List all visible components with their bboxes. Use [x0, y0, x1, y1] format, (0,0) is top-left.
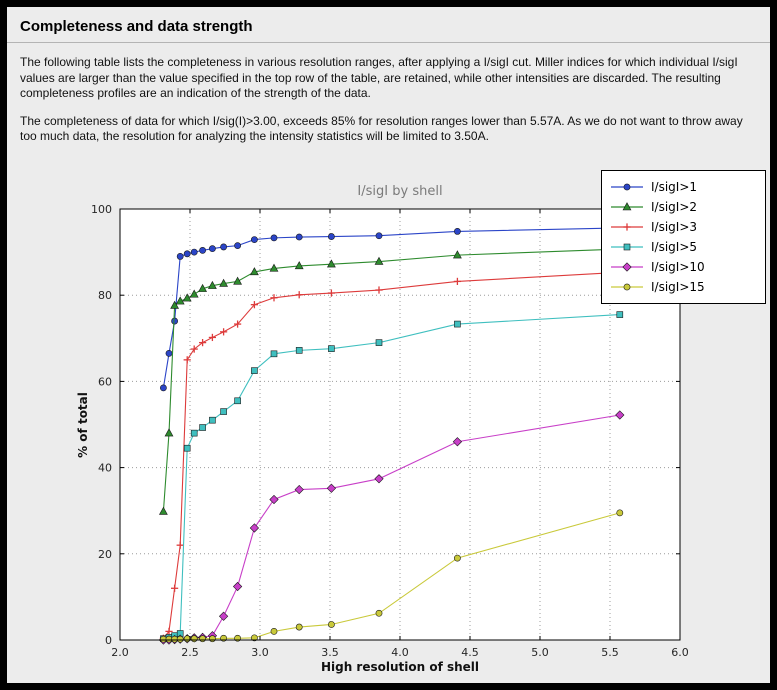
legend-label: I/sigI>2 [651, 200, 698, 214]
legend-item: I/sigI>5 [609, 237, 758, 257]
legend-sample-circle-icon [611, 183, 643, 191]
completeness-chart: 2.0 2.5 3.0 3.5 4.0 4.5 5.0 5.5 6.0020406080100 … [76, 184, 689, 674]
legend-sample-circle-icon [611, 283, 643, 291]
legend-sample-triangle-icon [611, 202, 643, 211]
svg-text:100: 100 [91, 203, 112, 216]
legend-label: I/sigI>10 [651, 260, 705, 274]
title-divider [7, 42, 770, 43]
svg-text:6.0: 6.0 [671, 646, 689, 659]
paragraph-intro: The following table lists the completene… [20, 55, 738, 100]
chart-title: I/sigI by shell [357, 184, 442, 199]
legend-item: I/sigI>15 [609, 277, 758, 297]
svg-text:4.5: 4.5 [461, 646, 479, 659]
x-axis-label: High resolution of shell [321, 660, 479, 674]
svg-text:4.0: 4.0 [391, 646, 409, 659]
svg-text:40: 40 [98, 462, 112, 475]
legend-item: I/sigI>1 [609, 177, 758, 197]
legend-item: I/sigI>3 [609, 217, 758, 237]
svg-text:20: 20 [98, 548, 112, 561]
svg-text:60: 60 [98, 375, 112, 388]
svg-text:0: 0 [105, 634, 112, 647]
svg-text:3.0: 3.0 [251, 646, 269, 659]
legend-sample-plus-icon [611, 223, 643, 231]
legend-label: I/sigI>1 [651, 180, 698, 194]
svg-text:5.5: 5.5 [601, 646, 619, 659]
chart-legend: I/sigI>1 I/sigI>2 I/sigI>3 I/sigI>5 I/sigI>1… [601, 170, 766, 304]
report-page: Completeness and data strength The follo… [7, 7, 770, 683]
plot-area: 2.0 2.5 3.0 3.5 4.0 4.5 5.0 5.5 6.0 0 20 40 60 80 100 [91, 203, 689, 659]
legend-item: I/sigI>10 [609, 257, 758, 277]
svg-text:5.0: 5.0 [531, 646, 549, 659]
svg-text:80: 80 [98, 289, 112, 302]
svg-text:2.0: 2.0 [111, 646, 129, 659]
series-I/sigI>1 [159, 224, 624, 392]
page-title: Completeness and data strength [20, 18, 253, 35]
legend-sample-diamond-icon [611, 262, 643, 272]
paragraph-conclusion: The completeness of data for which I/sig… [20, 113, 743, 144]
legend-label: I/sigI>3 [651, 220, 698, 234]
legend-label: I/sigI>5 [651, 240, 698, 254]
series-I/sigI>2 [158, 244, 625, 515]
legend-sample-square-icon [611, 243, 643, 251]
legend-item: I/sigI>2 [609, 197, 758, 217]
svg-text:3.5: 3.5 [321, 646, 339, 659]
legend-label: I/sigI>15 [651, 280, 705, 294]
svg-text:2.5: 2.5 [181, 646, 199, 659]
y-axis-label: % of total [76, 392, 90, 458]
